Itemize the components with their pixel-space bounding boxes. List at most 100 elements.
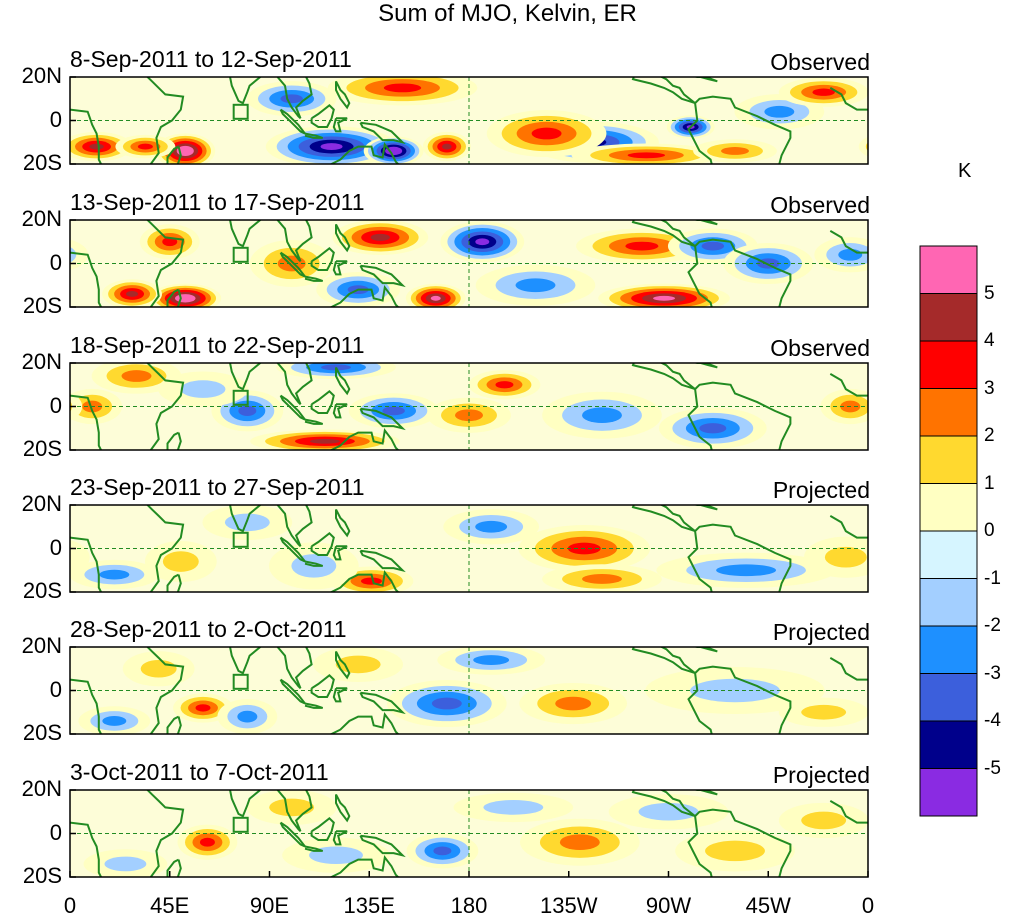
coastline bbox=[359, 549, 406, 573]
coastline bbox=[310, 389, 335, 414]
anomaly-contour bbox=[936, 144, 951, 150]
coastline bbox=[229, 647, 262, 675]
anomaly-contour bbox=[975, 146, 992, 156]
island-marker bbox=[232, 246, 249, 263]
coastline bbox=[332, 117, 348, 133]
anomaly-contour bbox=[860, 394, 868, 419]
anomaly-contour bbox=[430, 295, 441, 301]
anomaly-contour bbox=[515, 278, 556, 293]
anomaly-contour bbox=[625, 241, 659, 251]
anomaly-contour bbox=[180, 148, 190, 154]
anomaly-contour bbox=[653, 295, 676, 301]
coastline bbox=[687, 523, 792, 592]
lat-tick-label: 20S bbox=[22, 578, 62, 603]
coastline bbox=[166, 573, 182, 592]
island-marker bbox=[232, 673, 249, 690]
coastline bbox=[304, 702, 324, 709]
anomaly-contour bbox=[970, 143, 996, 158]
coastline bbox=[335, 793, 351, 823]
coastline bbox=[310, 103, 335, 128]
panel-period-5: 28-Sep-2011 to 2-Oct-2011 bbox=[70, 616, 347, 642]
panel-6 bbox=[70, 790, 1015, 878]
anomaly-contour bbox=[238, 405, 257, 416]
colorbar-swatch bbox=[919, 530, 978, 579]
colorbar-level-label: -5 bbox=[984, 757, 1001, 779]
anomaly-contour bbox=[370, 233, 390, 241]
island-marker bbox=[232, 389, 249, 406]
colorbar-level-label: 5 bbox=[984, 282, 995, 304]
coastline bbox=[70, 536, 103, 592]
anomaly-contour bbox=[858, 136, 868, 157]
anomaly-contour bbox=[140, 659, 177, 678]
colorbar-swatch bbox=[919, 673, 978, 722]
anomaly-contour bbox=[882, 849, 966, 878]
anomaly-contour bbox=[979, 148, 988, 153]
coastline bbox=[335, 650, 351, 680]
anomaly-contour bbox=[559, 834, 600, 851]
anomaly-contour bbox=[195, 704, 211, 712]
anomaly-contour bbox=[921, 138, 966, 156]
anomaly-contour bbox=[865, 142, 868, 152]
coastline bbox=[146, 220, 185, 307]
anomaly-contour bbox=[70, 246, 77, 263]
coastline bbox=[146, 505, 185, 592]
coastline bbox=[829, 373, 868, 397]
anomaly-contour bbox=[976, 825, 1015, 860]
anomaly-contour bbox=[137, 143, 153, 150]
anomaly-contour bbox=[960, 237, 975, 246]
coastline bbox=[332, 403, 348, 419]
chart-title: Sum of MJO, Kelvin, ER bbox=[378, 0, 637, 27]
anomaly-contour bbox=[928, 141, 958, 153]
lat-tick-label: 20S bbox=[22, 436, 62, 461]
anomaly-contour bbox=[473, 655, 510, 665]
panel-period-3: 18-Sep-2011 to 22-Sep-2011 bbox=[70, 332, 365, 358]
coastline bbox=[304, 845, 324, 852]
panel-period-6: 3-Oct-2011 to 7-Oct-2011 bbox=[70, 759, 329, 785]
colorbar-level-label: -4 bbox=[984, 710, 1001, 731]
lat-tick-label: 0 bbox=[49, 819, 62, 845]
coastline bbox=[310, 673, 335, 698]
lon-tick-label: 180 bbox=[450, 893, 488, 918]
coastline bbox=[631, 220, 696, 248]
coastline bbox=[146, 647, 185, 734]
coastline bbox=[687, 808, 792, 877]
coastline bbox=[687, 381, 792, 450]
lat-tick-label: 0 bbox=[49, 106, 62, 132]
coastline bbox=[229, 363, 262, 391]
colorbar-level-label: 3 bbox=[984, 377, 995, 399]
anomaly-contour bbox=[880, 141, 909, 153]
anomaly-contour bbox=[70, 392, 83, 421]
lon-tick-label: 90W bbox=[645, 893, 692, 918]
colorbar-swatch bbox=[919, 720, 978, 769]
coastline bbox=[276, 505, 313, 548]
lat-tick-label: 20S bbox=[22, 293, 62, 318]
coastline bbox=[631, 77, 696, 105]
colorbar-swatch bbox=[919, 768, 978, 817]
panel-period-2: 13-Sep-2011 to 17-Sep-2011 bbox=[70, 189, 365, 215]
coastline bbox=[279, 251, 306, 278]
anomaly-contour bbox=[582, 407, 622, 424]
lon-tick-label: 135W bbox=[540, 893, 598, 918]
coastline bbox=[687, 665, 792, 734]
coastline bbox=[693, 505, 718, 511]
coastline bbox=[335, 223, 351, 253]
coastline bbox=[146, 363, 185, 450]
lat-tick-label: 20N bbox=[21, 633, 62, 658]
anomaly-contour bbox=[320, 143, 343, 151]
coastline bbox=[359, 691, 406, 715]
coastline bbox=[229, 790, 262, 818]
coastline bbox=[279, 108, 306, 135]
coastline bbox=[332, 830, 348, 846]
lat-tick-label: 20S bbox=[22, 150, 62, 175]
anomaly-contour bbox=[880, 401, 900, 413]
anomaly-contour bbox=[531, 127, 562, 140]
lat-tick-label: 20S bbox=[22, 720, 62, 745]
anomaly-contour bbox=[627, 152, 666, 159]
coastline bbox=[276, 647, 313, 690]
coastline bbox=[166, 431, 182, 450]
coastline bbox=[304, 418, 324, 425]
coastline bbox=[70, 251, 103, 307]
colorbar-level-label: 1 bbox=[984, 472, 995, 494]
anomaly-contour bbox=[764, 105, 795, 118]
